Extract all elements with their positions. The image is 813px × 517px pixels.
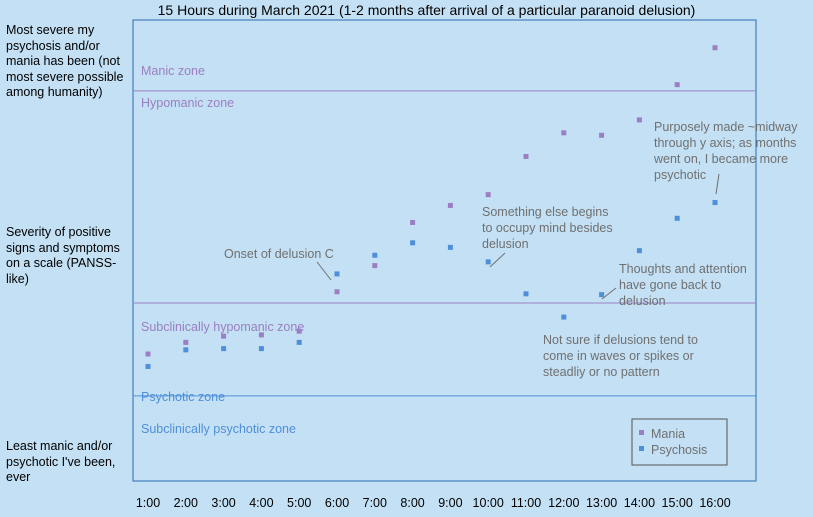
x-tick-label: 4:00	[249, 496, 273, 510]
data-point-mania	[636, 117, 642, 123]
data-point-mania	[372, 263, 378, 269]
annotation-line: steadliy or no pattern	[543, 365, 660, 379]
zone-label: Subclinically hypomanic zone	[141, 320, 304, 334]
data-point-mania	[145, 351, 151, 357]
x-tick-label: 15:00	[662, 496, 693, 510]
data-point-psychosis	[636, 248, 642, 254]
annotation-line: Thoughts and attention	[619, 262, 747, 276]
data-point-psychosis	[712, 200, 718, 206]
data-point-psychosis	[145, 363, 151, 369]
annotation-line: Not sure if delusions tend to	[543, 333, 698, 347]
x-tick-label: 11:00	[511, 496, 541, 510]
annotation-line: Purposely made ~midway	[654, 120, 798, 134]
x-tick-label: 6:00	[325, 496, 349, 510]
data-point-mania	[447, 202, 453, 208]
zone-label: Psychotic zone	[141, 390, 225, 404]
plot-area	[132, 19, 757, 482]
legend-box	[631, 418, 728, 466]
data-point-mania	[258, 332, 264, 338]
annotation-line: Onset of delusion C	[224, 247, 334, 261]
annotation-leader-line	[316, 261, 332, 281]
data-point-psychosis	[221, 346, 227, 352]
data-point-mania	[183, 339, 189, 345]
data-point-mania	[712, 45, 718, 51]
x-tick-label: 14:00	[624, 496, 655, 510]
x-tick-label: 8:00	[400, 496, 424, 510]
data-point-psychosis	[485, 259, 491, 265]
chart-title: 15 Hours during March 2021 (1-2 months a…	[157, 2, 696, 18]
annotation-leader-line	[489, 252, 506, 268]
y-label-bottom: Least manic and/or psychotic I've been, …	[6, 439, 116, 484]
zone-label: Hypomanic zone	[141, 96, 234, 110]
annotation-leader-line	[715, 173, 720, 195]
annotation-not-sure: Not sure if delusions tend to come in wav…	[543, 333, 698, 379]
data-point-mania	[561, 130, 567, 136]
data-point-psychosis	[334, 271, 340, 277]
x-tick-label: 2:00	[174, 496, 198, 510]
data-point-psychosis	[258, 346, 264, 352]
x-tick-label: 16:00	[699, 496, 730, 510]
annotation-line: delusion	[619, 294, 666, 308]
data-point-psychosis	[296, 339, 302, 345]
annotation-leader-line	[601, 287, 617, 300]
x-tick-label: 10:00	[473, 496, 504, 510]
annotation-line: psychotic	[654, 168, 706, 182]
x-tick-label: 7:00	[363, 496, 387, 510]
y-label-middle: Severity of positive signs and symptoms …	[6, 225, 120, 286]
annotation-line: went on, I became more	[653, 152, 788, 166]
data-point-mania	[523, 153, 529, 159]
annotation-line: have gone back to	[619, 278, 721, 292]
data-point-mania	[410, 219, 416, 225]
data-point-psychosis	[447, 244, 453, 250]
data-point-mania	[334, 289, 340, 295]
x-tick-label: 9:00	[438, 496, 462, 510]
data-point-psychosis	[372, 252, 378, 258]
x-tick-label: 5:00	[287, 496, 311, 510]
data-point-psychosis	[561, 314, 567, 320]
x-tick-label: 13:00	[586, 496, 617, 510]
x-tick-label: 3:00	[211, 496, 235, 510]
data-point-psychosis	[674, 215, 680, 221]
zone-label: Subclinically psychotic zone	[141, 422, 296, 436]
legend-label-psychosis: Psychosis	[651, 443, 707, 457]
y-label-top: Most severe my psychosis and/or mania ha…	[6, 23, 124, 99]
data-point-psychosis	[523, 291, 529, 297]
legend-swatch-mania	[639, 430, 644, 435]
zone-label: Manic zone	[141, 64, 205, 78]
legend-label-mania: Mania	[651, 427, 685, 441]
annotation-line: delusion	[482, 237, 529, 251]
annotation-something-else: Something else begins to occupy mind besi…	[482, 205, 613, 251]
data-point-mania	[296, 328, 302, 334]
annotation-line: Something else begins	[482, 205, 608, 219]
data-point-mania	[674, 82, 680, 88]
x-tick-label: 12:00	[548, 496, 579, 510]
annotation-line: through y axis; as months	[654, 136, 796, 150]
x-tick-label: 1:00	[136, 496, 160, 510]
annotation-line: come in waves or spikes or	[543, 349, 694, 363]
annotation-thoughts-back: Thoughts and attention have gone back to d…	[619, 262, 747, 308]
data-point-psychosis	[599, 292, 605, 298]
data-point-psychosis	[410, 240, 416, 246]
data-point-mania	[599, 132, 605, 138]
annotation-line: to occupy mind besides	[482, 221, 613, 235]
data-point-mania	[221, 333, 227, 339]
data-point-mania	[485, 192, 491, 198]
legend-swatch-psychosis	[639, 446, 644, 451]
annotation-purposely-made: Purposely made ~midway through y axis; as…	[653, 120, 798, 182]
data-point-psychosis	[183, 347, 189, 353]
annotation-delusion-c: Onset of delusion C	[224, 247, 334, 261]
